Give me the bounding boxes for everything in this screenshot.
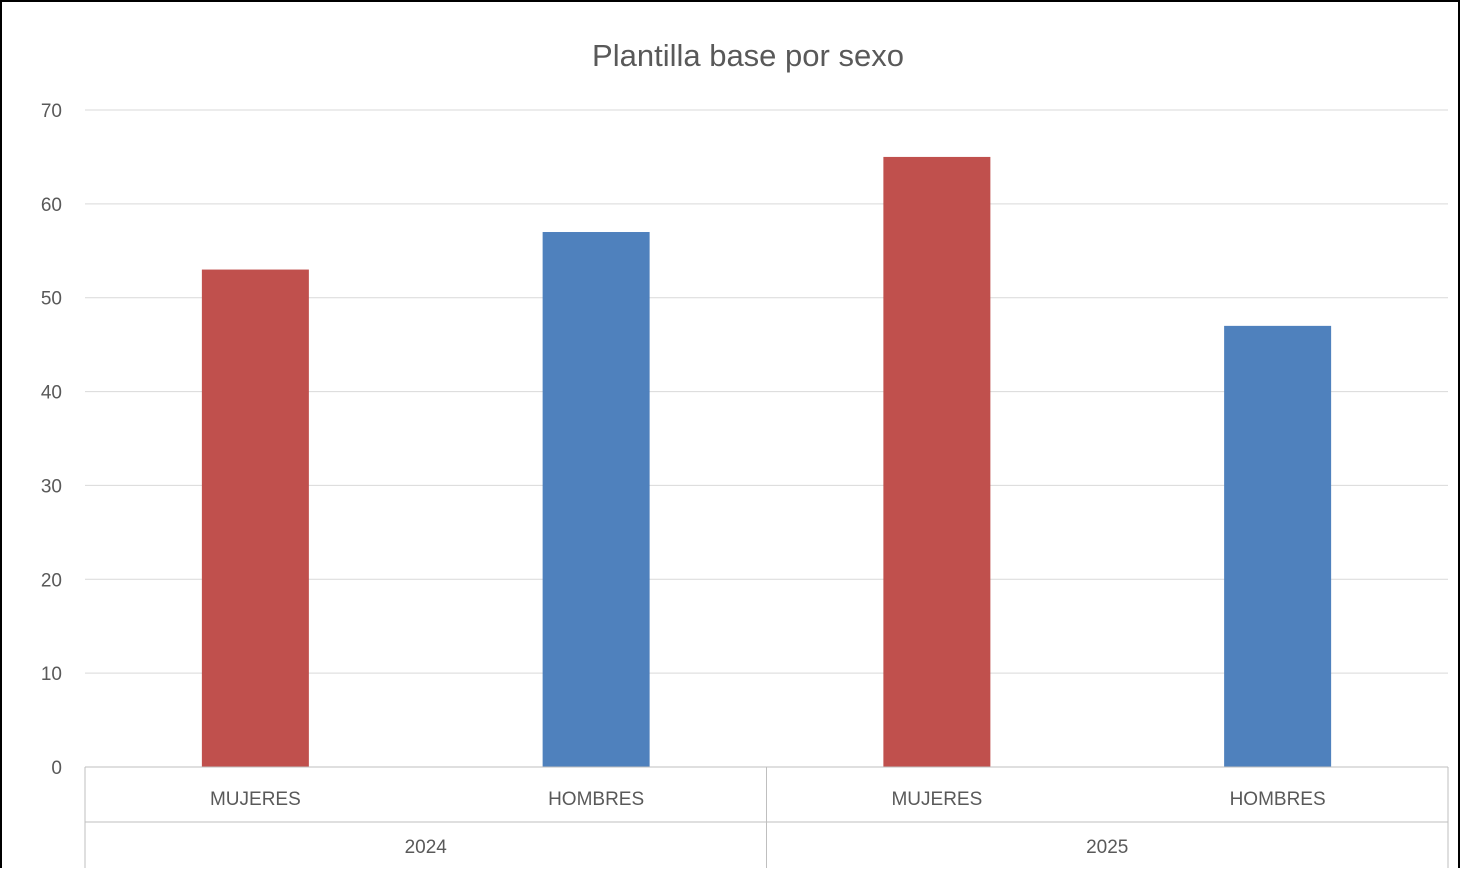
bar [1224, 325, 1332, 767]
bar [883, 156, 991, 767]
bar [542, 232, 650, 767]
x-category-label: HOMBRES [548, 789, 644, 810]
y-tick-label: 50 [41, 289, 62, 310]
chart-title: Plantilla base por sexo [592, 38, 904, 73]
gridlines [85, 109, 1448, 674]
y-tick-label: 30 [41, 476, 62, 497]
bar [201, 269, 309, 767]
x-category-label: MUJERES [891, 789, 982, 810]
x-category-label: HOMBRES [1230, 789, 1326, 810]
x-axis: MUJERES HOMBRES MUJERES HOMBRES 2024 2025 [84, 766, 1449, 868]
y-tick-label: 10 [41, 664, 62, 685]
x-category-label: MUJERES [210, 789, 301, 810]
y-axis-ticks: 0 10 20 30 40 50 60 70 [41, 101, 62, 779]
y-tick-label: 70 [41, 101, 62, 122]
y-tick-label: 20 [41, 570, 62, 591]
y-tick-label: 60 [41, 195, 62, 216]
bars [201, 156, 1332, 767]
y-tick-label: 40 [41, 383, 62, 404]
x-group-label: 2024 [405, 837, 448, 858]
x-group-label: 2025 [1086, 837, 1128, 858]
y-tick-label: 0 [51, 758, 62, 779]
